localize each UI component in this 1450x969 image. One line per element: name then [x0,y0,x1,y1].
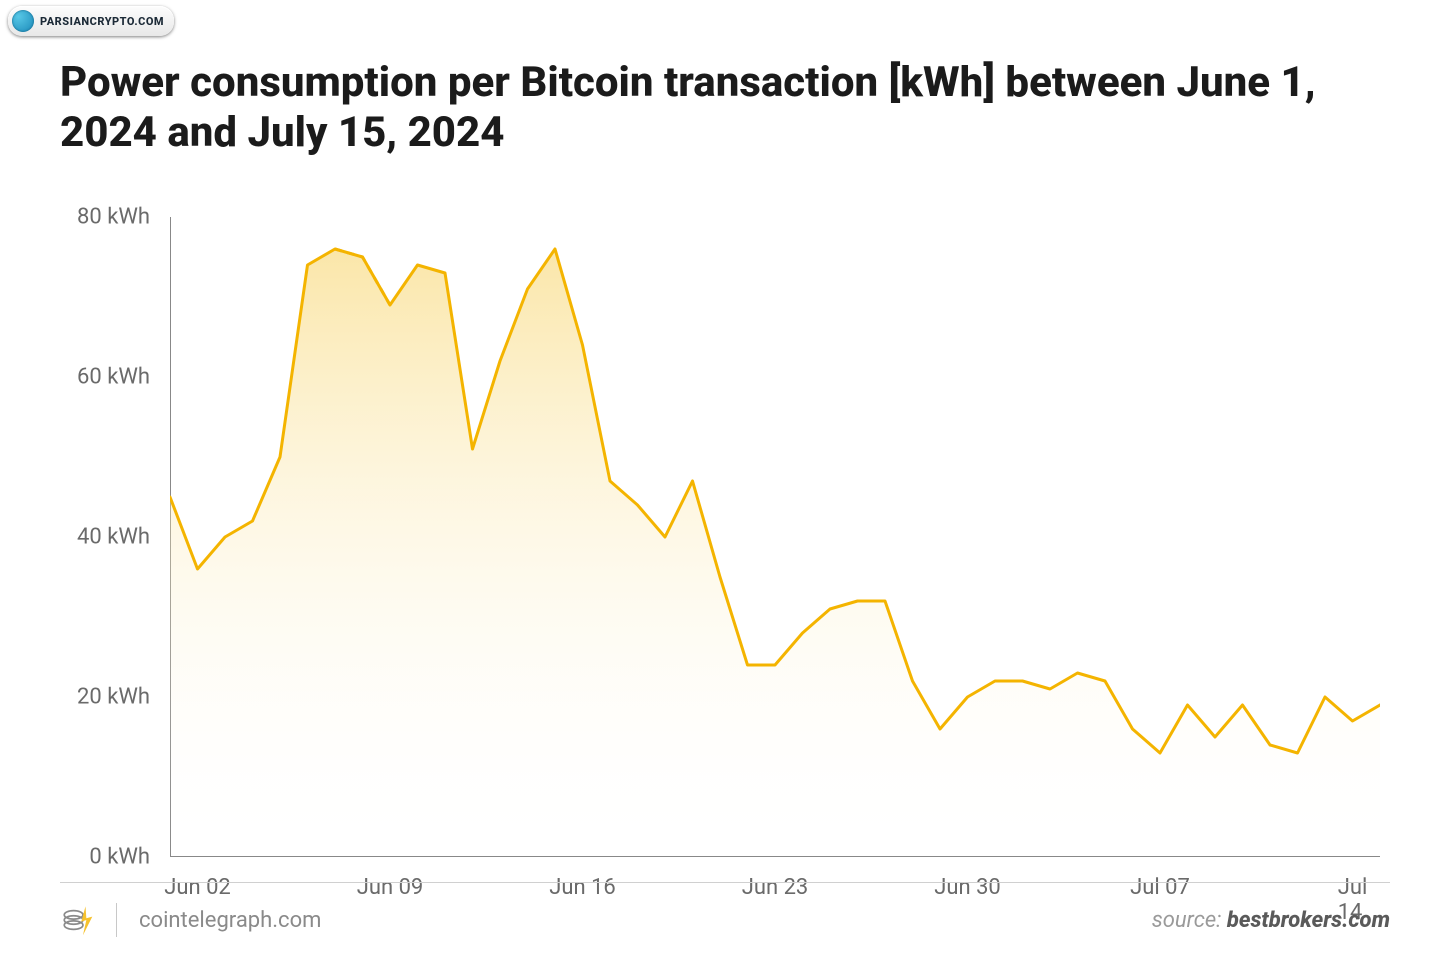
watermark-badge: PARSIANCRYPTO.COM [8,6,174,36]
y-axis-label: 80 kWh [50,204,150,229]
footer-site: cointelegraph.com [139,908,321,933]
page-root: PARSIANCRYPTO.COM Power consumption per … [0,0,1450,969]
y-axis-label: 40 kWh [50,524,150,549]
footer-source-prefix: source: [1152,908,1227,933]
footer: cointelegraph.com source: bestbrokers.co… [60,882,1390,937]
cointelegraph-logo-icon [60,903,94,937]
footer-left: cointelegraph.com [60,903,321,937]
footer-source-name: bestbrokers.com [1227,908,1390,933]
chart-plot [170,217,1380,857]
chart: 0 kWh20 kWh40 kWh60 kWh80 kWhJun 02Jun 0… [60,217,1380,857]
watermark-icon [12,10,34,32]
footer-divider [116,903,117,937]
chart-title: Power consumption per Bitcoin transactio… [60,58,1390,159]
chart-area-fill [170,249,1380,857]
y-axis-label: 0 kWh [50,844,150,869]
y-axis-label: 60 kWh [50,364,150,389]
footer-source: source: bestbrokers.com [1152,908,1390,933]
watermark-text: PARSIANCRYPTO.COM [40,15,164,28]
y-axis-label: 20 kWh [50,684,150,709]
